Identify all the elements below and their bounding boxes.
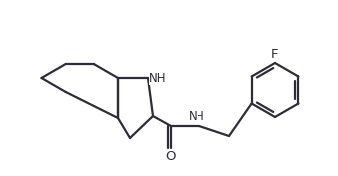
- Text: F: F: [271, 49, 279, 61]
- Text: N: N: [189, 111, 197, 124]
- Text: O: O: [166, 150, 176, 164]
- Text: H: H: [195, 111, 203, 124]
- Text: NH: NH: [149, 71, 167, 84]
